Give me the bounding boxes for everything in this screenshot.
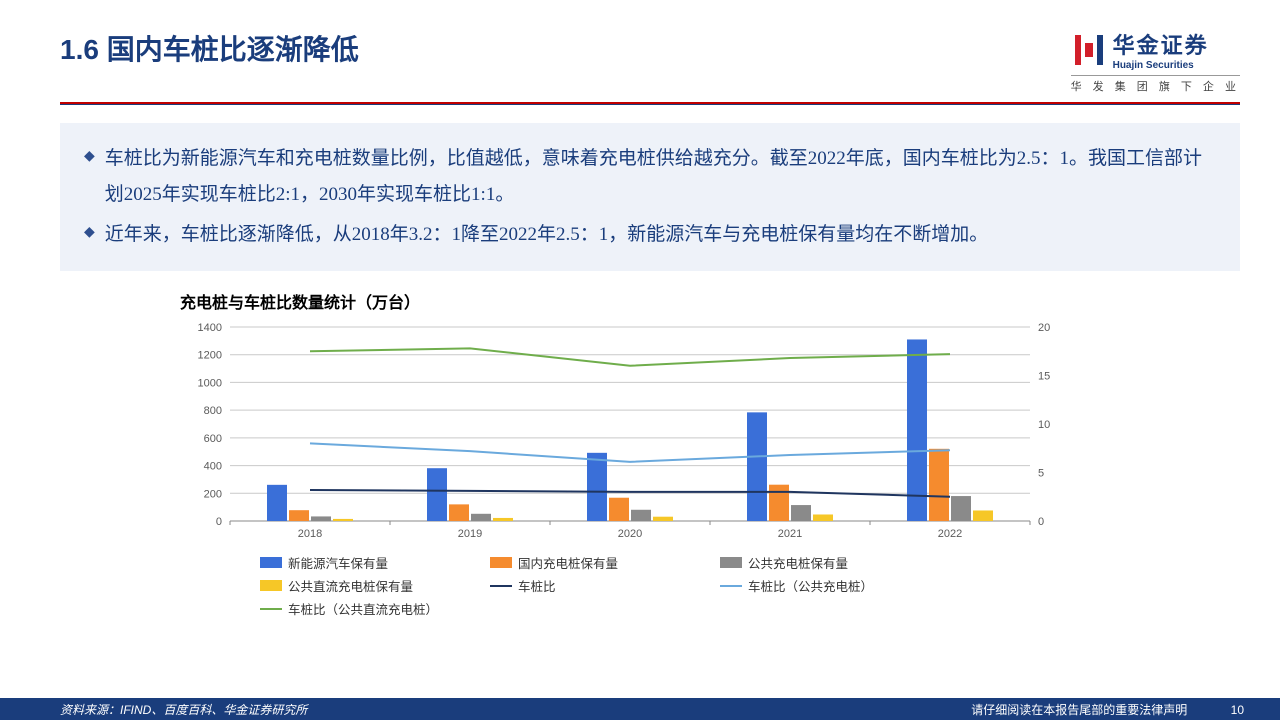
legend-swatch (490, 557, 512, 568)
chart-title: 充电桩与车桩比数量统计（万台） (180, 289, 1280, 313)
legend-label: 车桩比 (518, 576, 556, 595)
diamond-icon: ◆ (84, 147, 95, 164)
logo-cn: 华金证券 (1113, 28, 1209, 60)
legend-label: 公共充电桩保有量 (748, 553, 848, 572)
svg-text:5: 5 (1038, 468, 1044, 480)
svg-text:1200: 1200 (198, 350, 222, 362)
chart-svg: 0 200 400 600 800 1000 1200 1400 0 5 10 15 20 2018 201… (180, 317, 1080, 547)
brand-logo: 华金证券 Huajin Securities 华 发 集 团 旗 下 企 业 (1071, 28, 1240, 94)
footer-disclaimer: 请仔细阅读在本报告尾部的重要法律声明 (971, 703, 1187, 717)
svg-text:0: 0 (216, 516, 222, 528)
chart-legend: 新能源汽车保有量 国内充电桩保有量 公共充电桩保有量 公共直流充电桩保有量 车桩… (260, 553, 1280, 618)
content-box: ◆ 车桩比为新能源汽车和充电桩数量比例，比值越低，意味着充电桩供给越充分。截至2… (60, 123, 1240, 271)
svg-text:600: 600 (204, 433, 222, 445)
legend-label: 国内充电桩保有量 (518, 553, 618, 572)
footer-source: 资料来源：IFIND、百度百科、华金证券研究所 (60, 701, 307, 718)
legend-line (260, 608, 282, 610)
svg-text:2020: 2020 (618, 528, 642, 540)
svg-text:800: 800 (204, 405, 222, 417)
title-underline (60, 102, 1240, 105)
legend-label: 车桩比（公共充电桩） (748, 576, 873, 595)
svg-text:1400: 1400 (198, 322, 222, 334)
svg-text:1000: 1000 (198, 378, 222, 390)
svg-text:10: 10 (1038, 419, 1050, 431)
legend-item: 公共充电桩保有量 (720, 553, 950, 572)
legend-label: 车桩比（公共直流充电桩） (288, 599, 438, 618)
legend-item: 公共直流充电桩保有量 (260, 576, 490, 595)
footer-bar: 资料来源：IFIND、百度百科、华金证券研究所 请仔细阅读在本报告尾部的重要法律… (0, 698, 1280, 720)
svg-text:15: 15 (1038, 371, 1050, 383)
bullet-text: 车桩比为新能源汽车和充电桩数量比例，比值越低，意味着充电桩供给越充分。截至202… (105, 141, 1220, 213)
svg-text:0: 0 (1038, 516, 1044, 528)
legend-item: 车桩比（公共充电桩） (720, 576, 950, 595)
diamond-icon: ◆ (84, 223, 95, 240)
logo-en: Huajin Securities (1113, 60, 1194, 71)
svg-text:2022: 2022 (938, 528, 962, 540)
svg-text:2019: 2019 (458, 528, 482, 540)
page-title: 1.6 国内车桩比逐渐降低 (60, 28, 359, 68)
logo-subtitle: 华 发 集 团 旗 下 企 业 (1071, 75, 1240, 94)
legend-item: 车桩比 (490, 576, 720, 595)
combo-chart: 0 200 400 600 800 1000 1200 1400 0 5 10 15 20 2018 201… (180, 317, 1080, 547)
legend-swatch (260, 580, 282, 591)
svg-text:200: 200 (204, 489, 222, 501)
page-number: 10 (1231, 703, 1244, 717)
legend-item: 国内充电桩保有量 (490, 553, 720, 572)
legend-item: 车桩比（公共直流充电桩） (260, 599, 490, 618)
svg-text:2021: 2021 (778, 528, 802, 540)
bullet-text: 近年来，车桩比逐渐降低，从2018年3.2：1降至2022年2.5：1，新能源汽… (105, 217, 989, 253)
legend-label: 新能源汽车保有量 (288, 553, 388, 572)
svg-text:400: 400 (204, 461, 222, 473)
legend-swatch (260, 557, 282, 568)
legend-swatch (720, 557, 742, 568)
svg-text:20: 20 (1038, 322, 1050, 334)
legend-line (490, 585, 512, 587)
logo-icon (1071, 29, 1107, 71)
legend-line (720, 585, 742, 587)
legend-item: 新能源汽车保有量 (260, 553, 490, 572)
svg-text:2018: 2018 (298, 528, 322, 540)
legend-label: 公共直流充电桩保有量 (288, 576, 413, 595)
